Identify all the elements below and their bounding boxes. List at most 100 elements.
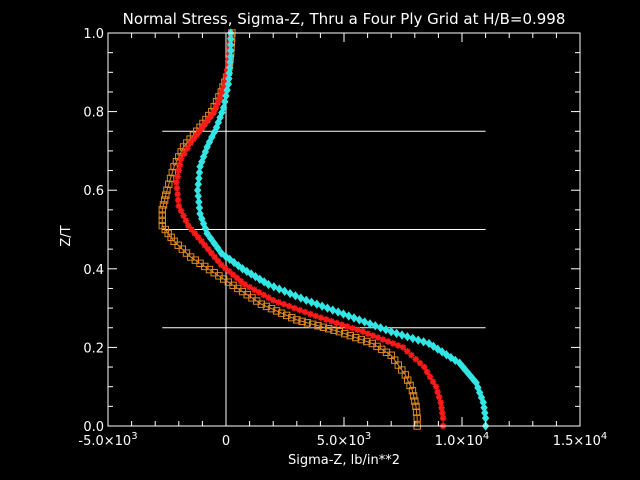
series-1-point <box>163 186 171 194</box>
series-1-point <box>412 402 420 411</box>
series-2-point <box>322 316 330 323</box>
series-2-point <box>412 355 419 363</box>
series-1-point <box>170 162 178 171</box>
series-1-point <box>346 331 354 340</box>
series-2-point <box>364 330 372 337</box>
series-2-point <box>208 112 215 119</box>
series-1-point <box>319 323 328 331</box>
series-2-point <box>218 261 225 269</box>
series-2-point <box>202 120 209 127</box>
series-3-point <box>195 173 203 184</box>
series-2-point <box>218 89 225 96</box>
series-2-point <box>193 131 200 139</box>
series-2-point <box>212 103 220 111</box>
series-3-point <box>196 209 204 219</box>
series-2-point <box>328 318 335 325</box>
series-3-point <box>194 191 202 201</box>
series-3-point <box>195 197 203 207</box>
series-3-point <box>227 40 235 50</box>
x-tick-label: 5.0×103 <box>317 431 371 449</box>
series-1-point <box>288 313 296 322</box>
x-tick-label: -5.0×103 <box>78 431 137 449</box>
plot-area <box>158 28 490 431</box>
series-3-point <box>291 291 300 301</box>
series-1-point <box>293 316 301 324</box>
series-2-point <box>204 245 212 253</box>
series-1-point <box>165 180 173 189</box>
series-2-point <box>233 274 241 282</box>
series-1-point <box>368 339 377 348</box>
series-1-point <box>282 311 291 320</box>
series-2-point <box>198 238 205 245</box>
series-1-point <box>412 408 421 416</box>
series-2-point <box>220 84 227 92</box>
series-2-point <box>182 217 190 224</box>
series-1-point <box>159 201 168 209</box>
series-2-point <box>275 299 282 306</box>
series-2-point <box>394 342 402 349</box>
series-2-point <box>426 373 434 381</box>
y-axis-label: Z/T <box>59 225 74 246</box>
series-3-point <box>275 284 283 294</box>
series-1-point <box>411 397 419 405</box>
series-2-point <box>211 108 218 115</box>
series-2-point <box>369 332 377 339</box>
series-2-point <box>184 145 191 152</box>
series-2-point <box>432 383 440 390</box>
series-2-point <box>246 283 253 291</box>
series-1-point <box>262 302 271 311</box>
series-3-point <box>206 233 215 243</box>
series-2-point <box>333 319 340 327</box>
series-3-point <box>297 293 305 303</box>
series-3-point <box>193 185 202 195</box>
x-tick-label: 1.0×104 <box>435 431 489 449</box>
series-1-point <box>158 216 166 225</box>
series-2-point <box>241 281 249 288</box>
series-3-point <box>270 282 278 292</box>
y-tick-label: 0.0 <box>83 420 104 435</box>
series-2-point <box>190 135 197 143</box>
series-3-point <box>226 62 234 73</box>
y-tick-label: 1.0 <box>83 27 104 42</box>
series-2-point <box>180 212 187 219</box>
series-2-point <box>416 359 424 367</box>
series-2-point <box>354 326 361 334</box>
series-2-point <box>175 202 182 210</box>
series-1-point <box>267 304 276 313</box>
series-2-point <box>270 297 277 304</box>
series-2-point <box>421 363 428 371</box>
series-2-point <box>404 348 411 355</box>
series-1-point <box>309 320 317 329</box>
series-1-point <box>408 386 417 395</box>
series-3-point <box>227 34 235 44</box>
series-2-point <box>374 334 382 341</box>
series-1-point <box>413 414 421 422</box>
series-3-point <box>214 243 222 253</box>
series-1-point <box>303 319 312 327</box>
series-1-point <box>182 249 191 257</box>
series-3-point <box>302 295 310 305</box>
series-2-point <box>223 67 231 74</box>
series-3-point <box>217 248 225 258</box>
series-1-point <box>158 206 166 214</box>
series-2-point <box>187 139 194 147</box>
series-2-point <box>201 242 208 249</box>
series-2-point <box>199 124 206 131</box>
series-2-point <box>214 257 222 265</box>
series-2-point <box>225 56 232 63</box>
series-3-point <box>227 46 235 56</box>
series-3-point <box>225 73 233 84</box>
series-2-point <box>174 173 181 180</box>
series-2-point <box>225 61 232 68</box>
series-2-point <box>429 378 437 385</box>
series-1-point <box>272 307 281 315</box>
series-1-point <box>178 245 187 253</box>
series-3-point <box>224 79 233 89</box>
series-3-point <box>194 179 202 189</box>
series-1-point <box>363 337 371 346</box>
series-1-point <box>330 326 338 334</box>
series-2-point <box>225 268 233 275</box>
series-2-point <box>408 352 415 359</box>
